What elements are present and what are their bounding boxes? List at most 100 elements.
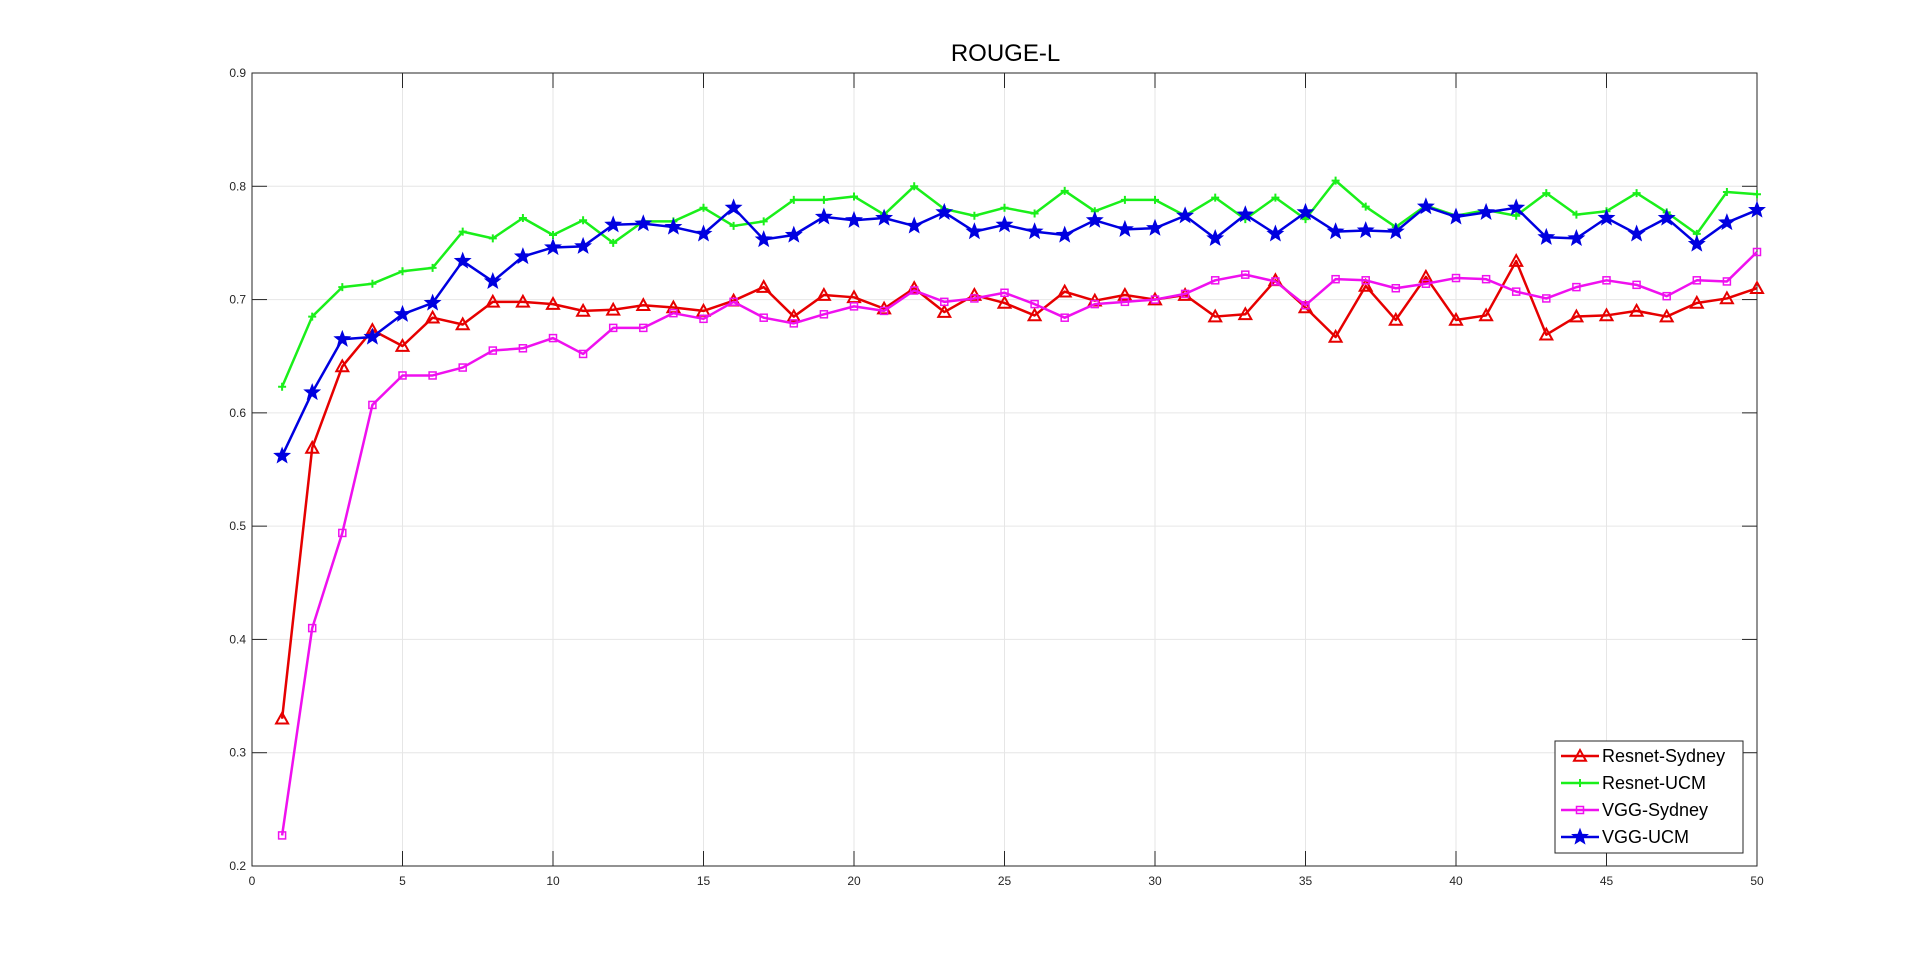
data-point-resnet-sydney	[1418, 268, 1434, 283]
data-point-resnet-ucm	[1301, 215, 1310, 224]
data-point-vgg-ucm	[1025, 222, 1044, 240]
data-point-vgg-ucm	[694, 224, 713, 242]
legend-marker-resnet-sydney	[1572, 747, 1588, 762]
grid-lines	[252, 73, 1757, 866]
data-point-vgg-ucm	[1386, 222, 1405, 240]
data-point-vgg-sydney	[789, 319, 799, 328]
data-point-vgg-sydney	[1511, 287, 1521, 296]
series-line-resnet-ucm	[280, 179, 1758, 388]
data-point-vgg-ucm	[1416, 197, 1435, 215]
series-resnet-ucm	[278, 176, 1761, 391]
data-point-vgg-sydney	[849, 302, 859, 311]
data-point-vgg-sydney	[1632, 280, 1641, 290]
data-point-resnet-sydney	[846, 289, 862, 304]
data-point-vgg-ucm	[1356, 221, 1375, 239]
data-point-resnet-ucm	[699, 203, 708, 212]
data-point-vgg-ucm	[1326, 222, 1345, 240]
data-point-vgg-ucm	[1206, 228, 1225, 247]
data-point-resnet-ucm	[488, 234, 497, 243]
data-point-resnet-sydney	[334, 358, 350, 373]
y-tick-label: 0.5	[229, 519, 246, 533]
data-point-resnet-ucm	[850, 192, 858, 201]
data-point-resnet-ucm	[759, 217, 768, 226]
data-point-vgg-sydney	[1421, 279, 1431, 288]
x-tick-label: 40	[1449, 874, 1463, 888]
data-point-vgg-ucm	[1146, 218, 1164, 236]
data-point-vgg-sydney	[940, 297, 949, 307]
data-point-resnet-sydney	[1057, 283, 1073, 298]
data-point-resnet-sydney	[455, 316, 471, 331]
data-point-resnet-ucm	[1361, 202, 1370, 211]
data-point-resnet-sydney	[1237, 306, 1253, 321]
data-point-resnet-ucm	[910, 182, 919, 191]
data-point-vgg-sydney	[1331, 274, 1340, 284]
data-point-resnet-ucm	[1000, 203, 1009, 212]
data-point-vgg-ucm	[453, 251, 472, 269]
data-point-resnet-sydney	[1508, 252, 1524, 267]
data-point-resnet-sydney	[1749, 280, 1765, 295]
data-point-vgg-sydney	[1602, 276, 1611, 285]
data-point-vgg-sydney	[1120, 297, 1130, 307]
data-point-vgg-ucm	[1296, 202, 1315, 220]
data-point-vgg-sydney	[1752, 247, 1762, 257]
data-point-vgg-sydney	[518, 344, 528, 353]
data-point-vgg-ucm	[303, 383, 322, 401]
data-point-resnet-sydney	[394, 337, 411, 352]
data-point-vgg-ucm	[393, 304, 412, 322]
data-point-resnet-ucm	[278, 382, 287, 391]
x-tick-label: 25	[998, 874, 1012, 888]
data-point-vgg-sydney	[1662, 291, 1671, 301]
data-point-resnet-sydney	[1117, 286, 1133, 301]
data-point-resnet-ucm	[1722, 187, 1731, 196]
data-point-resnet-sydney	[1327, 328, 1344, 343]
data-point-vgg-ucm	[935, 202, 954, 220]
data-point-resnet-sydney	[1478, 307, 1494, 322]
data-point-vgg-sydney	[1481, 274, 1491, 284]
series-line-resnet-sydney	[280, 259, 1758, 719]
data-point-vgg-ucm	[1266, 224, 1285, 242]
data-point-vgg-ucm	[1055, 225, 1074, 243]
data-point-resnet-ucm	[338, 283, 347, 292]
x-tick-label: 45	[1600, 874, 1614, 888]
legend-marker-resnet-ucm	[1576, 779, 1584, 787]
data-point-vgg-ucm	[995, 215, 1014, 233]
data-point-resnet-ucm	[1060, 186, 1069, 195]
data-point-resnet-sydney	[786, 308, 802, 323]
data-point-vgg-ucm	[604, 215, 623, 233]
data-point-vgg-ucm	[754, 230, 773, 248]
data-point-vgg-sydney	[458, 363, 467, 372]
data-point-vgg-sydney	[639, 323, 648, 333]
data-point-vgg-ucm	[664, 217, 683, 235]
data-point-resnet-sydney	[1207, 308, 1223, 323]
y-tick-label: 0.8	[229, 179, 246, 193]
data-point-resnet-sydney	[1628, 302, 1645, 317]
data-point-vgg-sydney	[338, 528, 347, 538]
data-point-resnet-sydney	[635, 297, 651, 312]
data-point-vgg-ucm	[1717, 213, 1736, 231]
data-point-vgg-sydney	[608, 323, 618, 333]
data-point-vgg-sydney	[909, 286, 919, 295]
data-point-resnet-ucm	[789, 195, 798, 204]
data-point-resnet-sydney	[304, 439, 320, 454]
x-tick-label: 50	[1750, 874, 1764, 888]
data-point-resnet-ucm	[458, 227, 467, 236]
data-point-resnet-ucm	[970, 211, 979, 220]
data-point-resnet-sydney	[485, 293, 501, 308]
data-point-vgg-sydney	[1722, 277, 1732, 286]
data-point-resnet-ucm	[428, 263, 437, 272]
data-point-vgg-ucm	[1537, 227, 1556, 245]
data-point-vgg-sydney	[1000, 288, 1009, 298]
data-point-vgg-ucm	[1085, 210, 1104, 228]
tick-marks	[251, 72, 1758, 867]
data-point-vgg-ucm	[1657, 208, 1676, 226]
data-point-resnet-sydney	[756, 279, 772, 293]
data-point-vgg-sydney	[428, 371, 437, 380]
data-point-vgg-ucm	[845, 210, 863, 228]
data-point-vgg-sydney	[548, 333, 558, 343]
legend-marker-vgg-sydney	[1575, 805, 1585, 815]
x-tick-label: 20	[847, 874, 861, 888]
data-point-vgg-ucm	[1507, 198, 1526, 216]
data-point-vgg-sydney	[1391, 283, 1401, 293]
data-point-resnet-ucm	[308, 312, 317, 321]
data-point-vgg-sydney	[819, 310, 829, 319]
